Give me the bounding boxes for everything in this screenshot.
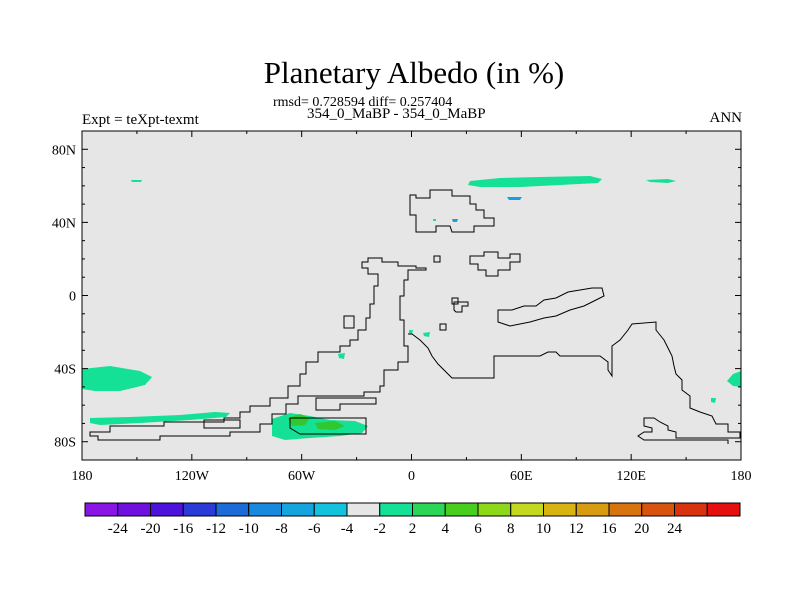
- anomaly-region: [82, 366, 152, 391]
- colorbar-swatch: [608, 502, 643, 517]
- coastlines: [89, 189, 741, 444]
- coastline: [89, 257, 427, 441]
- colorbar-swatch: [641, 502, 675, 517]
- colorbar-label: -4: [341, 521, 354, 537]
- colorbar-label: -20: [141, 521, 161, 537]
- colorbar-label: -6: [308, 521, 321, 537]
- colorbar-label: -10: [239, 521, 259, 537]
- colorbar-swatch: [543, 502, 577, 517]
- subtitle: 354_0_MaBP - 354_0_MaBP: [307, 106, 486, 122]
- y-tick-label: 80N: [52, 143, 76, 158]
- colorbar-swatch: [477, 502, 512, 517]
- season-label: ANN: [709, 110, 743, 126]
- x-axis: 180 120W 60W 0 60E 120E 180: [72, 131, 752, 484]
- anomaly-region: [727, 371, 741, 387]
- coastline: [203, 419, 241, 429]
- colorbar-label: 16: [602, 521, 618, 537]
- map-background: [82, 131, 741, 460]
- experiment-label: Expt = teXpt-texmt: [82, 112, 199, 128]
- colorbar-swatch: [575, 502, 610, 517]
- colorbar-label: -16: [173, 521, 193, 537]
- colorbar-swatch: [313, 502, 348, 517]
- negative-anomaly-region: [452, 219, 458, 222]
- anomaly-region-strong: [315, 421, 345, 430]
- colorbar-swatch: [84, 502, 119, 517]
- anomaly-region: [711, 398, 716, 403]
- negative-anomaly-fills: [452, 197, 522, 222]
- anomaly-region: [433, 219, 436, 221]
- anomaly-strong-fills: [288, 414, 345, 430]
- coastline: [315, 397, 377, 411]
- x-tick-label: 120E: [616, 469, 646, 484]
- x-tick-label: 180: [731, 469, 752, 484]
- x-tick-label: 0: [408, 469, 415, 484]
- colorbar-swatch: [674, 502, 708, 517]
- colorbar-label: 4: [442, 521, 450, 537]
- anomaly-fills: [82, 176, 741, 440]
- anomaly-region: [409, 330, 413, 334]
- colorbar-label: 10: [536, 521, 551, 537]
- colorbar-label: 20: [634, 521, 649, 537]
- anomaly-region: [131, 180, 142, 182]
- stats-text: rmsd= 0.728594 diff= 0.257404: [273, 95, 453, 110]
- colorbar-label: 2: [409, 521, 417, 537]
- negative-anomaly-region: [507, 197, 522, 200]
- y-tick-label: 0: [69, 290, 76, 305]
- colorbar-swatch: [281, 502, 315, 517]
- colorbar-label: -24: [108, 521, 128, 537]
- y-axis: 80N 40N 0 40S 80S: [52, 130, 741, 461]
- colorbar-label: 6: [474, 521, 482, 537]
- colorbar-label: 24: [667, 521, 683, 537]
- colorbar-swatch: [510, 502, 544, 517]
- anomaly-region: [423, 332, 430, 337]
- x-tick-label: 60W: [288, 469, 316, 484]
- anomaly-region-strong: [288, 414, 310, 426]
- colorbar-swatch: [182, 502, 217, 517]
- x-tick-label: 180: [72, 469, 93, 484]
- colorbar-swatch: [412, 502, 446, 517]
- colorbar-label: -8: [275, 521, 288, 537]
- coastline: [439, 323, 447, 331]
- colorbar-label: 12: [569, 521, 584, 537]
- coastline: [343, 315, 355, 329]
- colorbar-label: -2: [374, 521, 387, 537]
- colorbar-swatch: [346, 502, 381, 517]
- coastline: [497, 287, 605, 327]
- colorbar-swatch: [248, 502, 282, 517]
- colorbar-swatch: [215, 502, 250, 517]
- map-title: Planetary Albedo (in %): [263, 55, 565, 90]
- anomaly-region: [646, 179, 676, 183]
- colorbar: -24 -20 -16 -12 -10 -8 -6 -4 -2 2 4 6 8 10 12 16 20 24: [84, 502, 741, 537]
- colorbar-swatch: [706, 502, 741, 517]
- anomaly-region: [338, 353, 345, 359]
- colorbar-swatch: [444, 502, 479, 517]
- colorbar-label: 8: [507, 521, 515, 537]
- coastline: [453, 301, 469, 313]
- x-tick-label: 60E: [510, 469, 533, 484]
- anomaly-region: [468, 176, 602, 187]
- coastline: [451, 297, 459, 305]
- coastline: [433, 255, 441, 263]
- colorbar-swatch: [117, 502, 151, 517]
- y-tick-label: 80S: [54, 436, 76, 451]
- y-tick-label: 40S: [54, 363, 76, 378]
- x-tick-label: 120W: [175, 469, 210, 484]
- anomaly-region: [90, 412, 230, 425]
- coastline: [409, 189, 495, 233]
- colorbar-swatch: [379, 502, 413, 517]
- colorbar-swatch: [150, 502, 184, 517]
- coastline: [469, 251, 521, 277]
- coastline: [289, 417, 367, 435]
- colorbar-label: -12: [206, 521, 226, 537]
- coastline: [408, 321, 741, 444]
- y-tick-label: 40N: [52, 216, 76, 231]
